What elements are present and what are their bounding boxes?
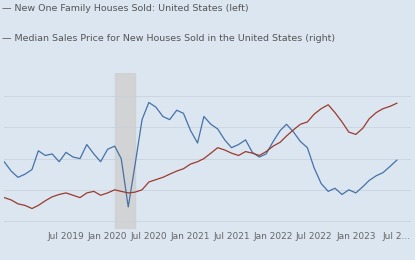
Text: — Median Sales Price for New Houses Sold in the United States (right): — Median Sales Price for New Houses Sold… — [2, 34, 335, 43]
Text: — New One Family Houses Sold: United States (left): — New One Family Houses Sold: United Sta… — [2, 4, 249, 13]
Bar — [115, 73, 135, 229]
